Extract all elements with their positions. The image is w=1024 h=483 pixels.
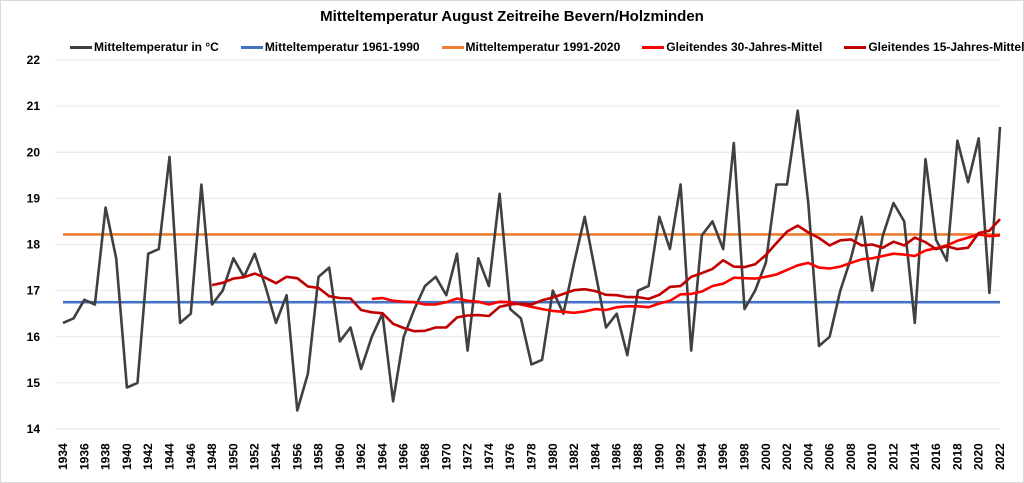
x-tick-label: 1968 [418,443,432,470]
x-tick-label: 2010 [865,443,879,470]
y-tick-label: 18 [27,238,41,252]
legend-swatch [642,45,665,49]
legend-item-mean-1991-2020: Mitteltemperatur 1991-2020 [441,40,621,54]
y-axis-ticks: 14 15 16 17 18 19 20 21 22 [27,53,41,436]
series [62,109,1002,412]
x-tick-label: 1942 [141,443,155,470]
x-tick-label: 1954 [269,443,283,470]
x-tick-label: 1974 [482,443,496,470]
x-tick-label: 1934 [56,443,70,470]
legend-label: Mitteltemperatur 1991-2020 [465,40,621,54]
x-tick-label: 2004 [801,443,815,470]
x-tick-label: 1976 [503,443,517,470]
legend-swatch [441,45,464,49]
y-tick-label: 17 [27,284,41,298]
x-tick-label: 2006 [823,443,837,470]
legend-swatch [70,45,92,49]
y-tick-label: 15 [27,376,41,390]
legend-swatch [844,45,867,49]
x-tick-label: 1966 [397,443,411,470]
chart-title: Mitteltemperatur August Zeitreihe Bevern… [320,8,704,25]
y-tick-label: 20 [27,145,41,159]
gridlines [55,59,1000,430]
x-axis-ticks: 1934 1936 1938 1940 1942 1944 1946 1948 1950 1952… [56,443,1007,470]
x-tick-label: 2002 [780,443,794,470]
x-tick-label: 2016 [929,443,943,470]
x-tick-label: 1956 [290,443,304,470]
x-tick-label: 1972 [461,443,475,470]
x-tick-label: 2012 [887,443,901,470]
y-tick-label: 22 [27,53,41,67]
x-tick-label: 1946 [184,443,198,470]
legend-item-30-year-moving-average: Gleitendes 30-Jahres-Mittel [642,40,822,54]
x-tick-label: 1992 [674,443,688,470]
x-tick-label: 1944 [162,443,176,470]
x-tick-label: 1970 [439,443,453,470]
x-tick-label: 1964 [375,443,389,470]
x-tick-label: 2020 [972,443,986,470]
x-tick-label: 1950 [226,443,240,470]
x-tick-label: 1988 [631,443,645,470]
series-line-gleitendes-15-jahres-mittel [211,218,1001,333]
x-tick-label: 1960 [333,443,347,470]
x-tick-label: 2008 [844,443,858,470]
legend-item-mean-1961-1990: Mitteltemperatur 1961-1990 [240,40,420,54]
x-tick-label: 1958 [312,443,326,470]
x-tick-label: 1990 [652,443,666,470]
x-tick-label: 2018 [950,443,964,470]
x-tick-label: 2000 [759,443,773,470]
x-tick-label: 1940 [120,443,134,470]
x-tick-label: 1980 [546,443,560,470]
x-tick-label: 1998 [737,443,751,470]
x-tick-label: 1962 [354,443,368,470]
y-tick-label: 19 [27,191,41,205]
x-tick-label: 1994 [695,443,709,470]
series-line-gleitendes-30-jahres-mittel [371,233,1001,315]
legend-label: Mitteltemperatur in °C [94,40,219,54]
x-tick-label: 1948 [205,443,219,470]
legend-item-15-year-moving-average: Gleitendes 15-Jahres-Mittel [844,40,1024,54]
x-tick-label: 1984 [588,443,602,470]
y-tick-label: 14 [27,422,41,436]
legend-item-monthly-mean: Mitteltemperatur in °C [70,40,219,54]
x-tick-label: 1938 [99,443,113,470]
x-tick-label: 1952 [248,443,262,470]
x-tick-label: 2014 [908,443,922,470]
x-tick-label: 1978 [525,443,539,470]
legend-label: Mitteltemperatur 1961-1990 [264,40,420,54]
legend-label: Gleitendes 30-Jahres-Mittel [666,40,823,54]
y-tick-label: 16 [27,330,41,344]
y-tick-label: 21 [27,99,41,113]
series-line-mitteltemperatur-in-c [62,109,1002,412]
x-tick-label: 1936 [77,443,91,470]
x-tick-label: 1982 [567,443,581,470]
x-tick-label: 2022 [993,443,1007,470]
chart-legend: Mitteltemperatur in °C Mitteltemperatur … [70,40,1024,54]
x-tick-label: 1986 [610,443,624,470]
legend-label: Gleitendes 15-Jahres-Mittel [868,40,1024,54]
x-tick-label: 1996 [716,443,730,470]
legend-swatch [240,45,263,49]
